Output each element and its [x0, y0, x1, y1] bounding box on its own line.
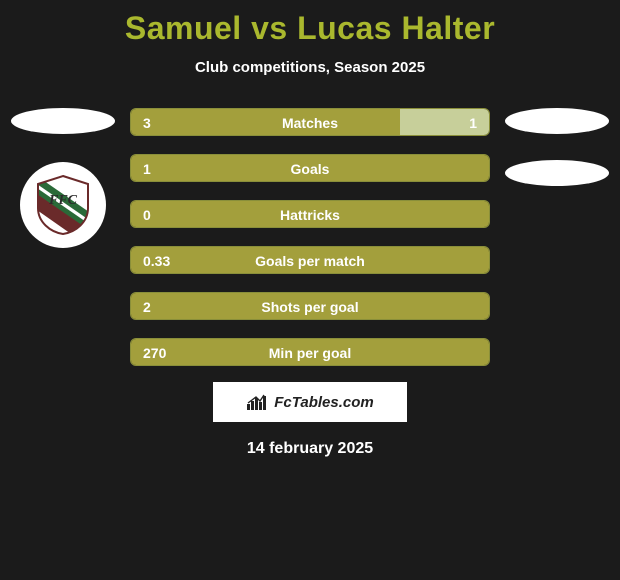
right-player-column [502, 108, 612, 186]
stat-row: 270Min per goal [130, 338, 490, 366]
subtitle: Club competitions, Season 2025 [0, 59, 620, 76]
title: Samuel vs Lucas Halter [0, 0, 620, 47]
stat-row: 0.33Goals per match [130, 246, 490, 274]
player-photo-placeholder-left [11, 108, 115, 134]
stat-row: 2Shots per goal [130, 292, 490, 320]
stat-row: 1Goals [130, 154, 490, 182]
bars-icon [246, 393, 268, 411]
stat-label: Hattricks [131, 201, 489, 228]
snapshot-date: 14 february 2025 [0, 440, 620, 458]
stat-row: 0Hattricks [130, 200, 490, 228]
stat-bars: 31Matches 1Goals 0Hattricks 0.33Goals per m… [130, 108, 490, 366]
shield-icon: FFC [34, 174, 92, 236]
player-photo-placeholder-right-bottom [505, 160, 609, 186]
left-player-column: FFC [8, 108, 118, 248]
club-monogram: FFC [48, 193, 78, 208]
stat-label: Goals [131, 155, 489, 182]
stat-label: Matches [131, 109, 489, 136]
stat-label: Goals per match [131, 247, 489, 274]
stat-label: Shots per goal [131, 293, 489, 320]
stat-label: Min per goal [131, 339, 489, 366]
site-badge: FcTables.com [213, 382, 407, 422]
comparison-area: FFC 31Matches 1Goals 0Hattricks 0.33Goals p… [0, 108, 620, 458]
site-name: FcTables.com [274, 394, 373, 411]
stat-row: 31Matches [130, 108, 490, 136]
player-photo-placeholder-right-top [505, 108, 609, 134]
club-badge-left: FFC [20, 162, 106, 248]
